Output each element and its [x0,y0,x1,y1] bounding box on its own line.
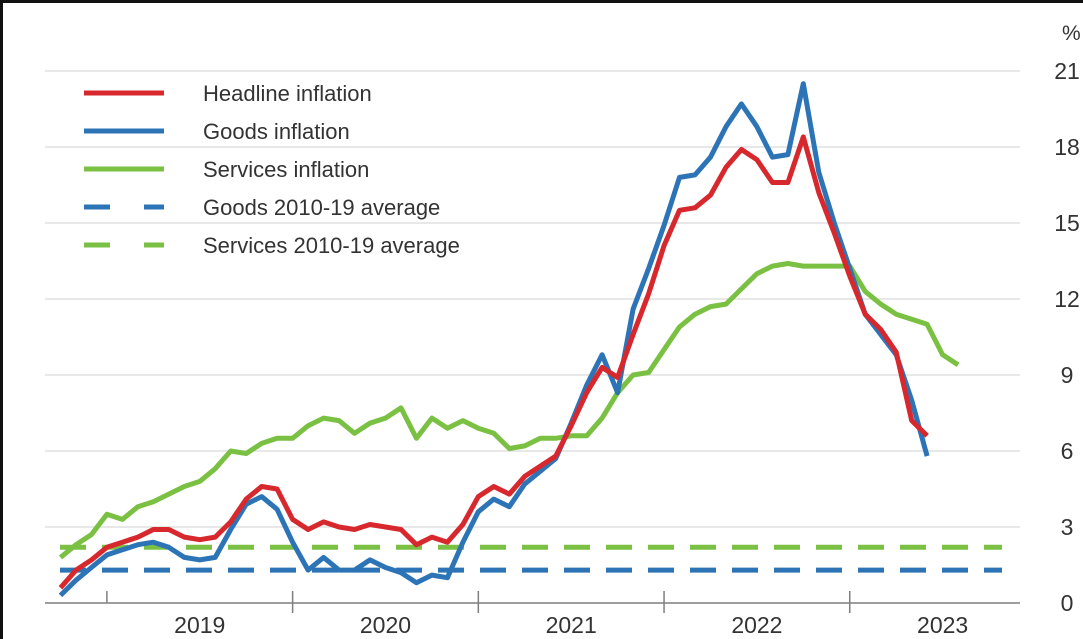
series-headline-inflation [58,134,929,590]
axes: 0 3 6 9 12 15 18 21% 2019 2020 2021 2022 2023 [45,22,1081,638]
legend: Headline inflation Goods inflation Service… [84,81,460,258]
legend-label: Services inflation [203,157,369,182]
series-services-inflation [58,261,960,560]
series-goods-inflation [58,81,930,598]
y-tick-label: 18 [1054,134,1080,160]
y-tick-label: 12 [1054,286,1080,312]
y-tick-label: 9 [1061,362,1074,388]
y-tick-label: 3 [1061,514,1074,540]
y-tick-label: 6 [1061,438,1074,464]
x-tick-label: 2022 [731,612,782,638]
legend-label: Headline inflation [203,81,372,106]
gridlines [45,70,1020,528]
legend-label: Services 2010-19 average [203,233,460,258]
average-reference-lines [60,544,1002,573]
x-tick-label: 2021 [546,612,597,638]
legend-label: Goods inflation [203,119,350,144]
y-tick-label: 0 [1061,590,1074,616]
x-tick-label: 2023 [917,612,968,638]
y-unit-label: % [1062,22,1081,45]
y-tick-label: 21 [1054,58,1080,84]
x-tick-label: 2020 [360,612,411,638]
series-lines [58,81,960,598]
x-tick-label: 2019 [174,612,225,638]
legend-label: Goods 2010-19 average [203,195,440,220]
y-tick-label: 15 [1054,210,1080,236]
